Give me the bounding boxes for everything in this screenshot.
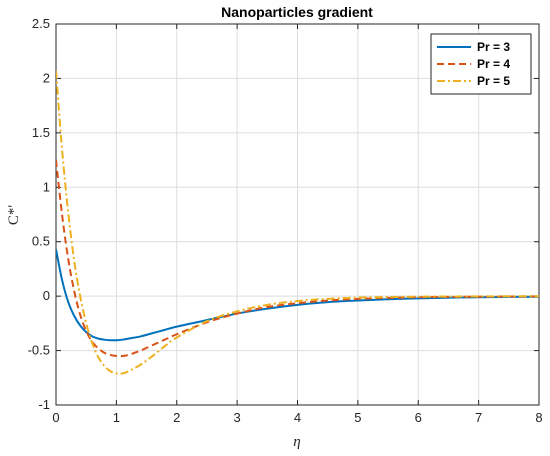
x-tick-label: 1 bbox=[113, 410, 120, 425]
y-tick-label: 0.5 bbox=[32, 234, 50, 249]
legend: Pr = 3 Pr = 4 Pr = 5 bbox=[430, 33, 532, 95]
x-tick-label: 8 bbox=[535, 410, 542, 425]
legend-box bbox=[430, 33, 532, 95]
x-axis-label: η bbox=[293, 434, 300, 450]
y-axis-label: C*' bbox=[6, 205, 22, 226]
series-lines bbox=[56, 70, 539, 375]
y-tick-label: 2 bbox=[43, 70, 50, 85]
x-tick-label: 0 bbox=[52, 410, 59, 425]
x-tick-label: 5 bbox=[354, 410, 361, 425]
x-tick-label: 4 bbox=[294, 410, 301, 425]
y-tick-label: 2.5 bbox=[32, 16, 50, 31]
x-tick-label: 2 bbox=[173, 410, 180, 425]
series-line-pr-3 bbox=[56, 249, 539, 342]
x-tick-label: 7 bbox=[475, 410, 482, 425]
series-line-pr-4 bbox=[56, 159, 539, 358]
legend-entry: Pr = 4 bbox=[477, 57, 510, 71]
y-tick-label: 0 bbox=[43, 288, 50, 303]
x-tick-label: 6 bbox=[415, 410, 422, 425]
legend-entry: Pr = 3 bbox=[477, 40, 510, 54]
y-tick-label: 1 bbox=[43, 179, 50, 194]
chart-title: Nanoparticles gradient bbox=[221, 4, 373, 20]
legend-entry: Pr = 5 bbox=[477, 74, 510, 88]
y-tick-label: 1.5 bbox=[32, 125, 50, 140]
y-tick-label: -0.5 bbox=[28, 343, 50, 358]
x-tick-label: 3 bbox=[234, 410, 241, 425]
y-tick-label: -1 bbox=[38, 397, 50, 412]
series-line-pr-5 bbox=[56, 70, 539, 375]
axis-ticks: 0 1 2 3 4 5 6 7 8 -1 -0.5 0 0.5 1 1.5 2 2.5 bbox=[28, 16, 543, 425]
